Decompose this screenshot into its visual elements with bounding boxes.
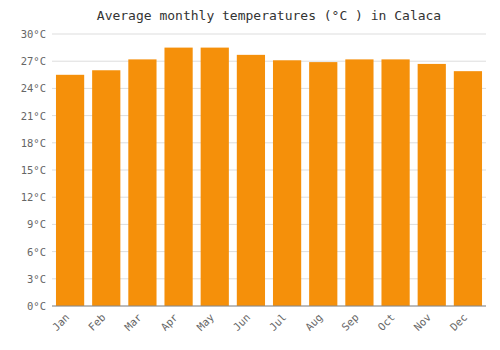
chart: Average monthly temperatures (°C ) in Ca… bbox=[0, 0, 500, 350]
x-axis: Jan Feb Mar Apr May Jun Jul Aug Sep Oct Nov Dec bbox=[50, 311, 470, 333]
bar bbox=[381, 59, 409, 306]
y-tick-label: 30°C bbox=[21, 28, 46, 40]
chart-container: Average monthly temperatures (°C ) in Ca… bbox=[0, 0, 500, 350]
y-tick-label: 3°C bbox=[27, 273, 46, 285]
x-tick-label: May bbox=[194, 311, 216, 333]
bar bbox=[237, 55, 265, 306]
x-tick-label: Jun bbox=[230, 311, 252, 333]
x-tick-label: Sep bbox=[339, 311, 361, 333]
x-tick-label: Jan bbox=[50, 311, 72, 333]
bar bbox=[273, 60, 301, 306]
y-tick-label: 27°C bbox=[21, 55, 46, 67]
y-tick-label: 9°C bbox=[27, 218, 46, 230]
x-tick-label: Oct bbox=[375, 311, 397, 333]
y-tick-label: 24°C bbox=[21, 82, 46, 94]
bar bbox=[128, 59, 156, 306]
bar bbox=[454, 71, 482, 306]
y-tick-label: 15°C bbox=[21, 164, 46, 176]
bar bbox=[345, 59, 373, 306]
bar bbox=[92, 70, 120, 306]
y-tick-label: 21°C bbox=[21, 110, 46, 122]
x-tick-label: Jul bbox=[267, 311, 289, 333]
axis-line bbox=[52, 306, 486, 307]
bar bbox=[164, 48, 192, 306]
bar bbox=[201, 48, 229, 306]
bars bbox=[56, 48, 482, 306]
grid-line bbox=[52, 306, 486, 307]
x-tick-label: Dec bbox=[447, 311, 469, 333]
x-tick-label: Aug bbox=[303, 311, 325, 333]
grid-line bbox=[52, 34, 486, 35]
y-tick-label: 12°C bbox=[21, 191, 46, 203]
bar bbox=[309, 62, 337, 306]
x-tick-label: Nov bbox=[411, 311, 433, 333]
grid-line bbox=[52, 61, 486, 62]
y-tick-label: 0°C bbox=[27, 300, 46, 312]
title: Average monthly temperatures (°C ) in Ca… bbox=[97, 8, 441, 23]
bar bbox=[418, 64, 446, 306]
x-tick-label: Feb bbox=[86, 311, 108, 333]
y-axis: 0°C 3°C 6°C 9°C 12°C 15°C 18°C 21°C 24°C 27°C 30°C bbox=[21, 28, 486, 312]
x-tick-label: Mar bbox=[122, 311, 144, 333]
y-tick-label: 18°C bbox=[21, 137, 46, 149]
y-tick-label: 6°C bbox=[27, 246, 46, 258]
bar bbox=[56, 75, 84, 306]
x-tick-label: Apr bbox=[158, 311, 180, 333]
